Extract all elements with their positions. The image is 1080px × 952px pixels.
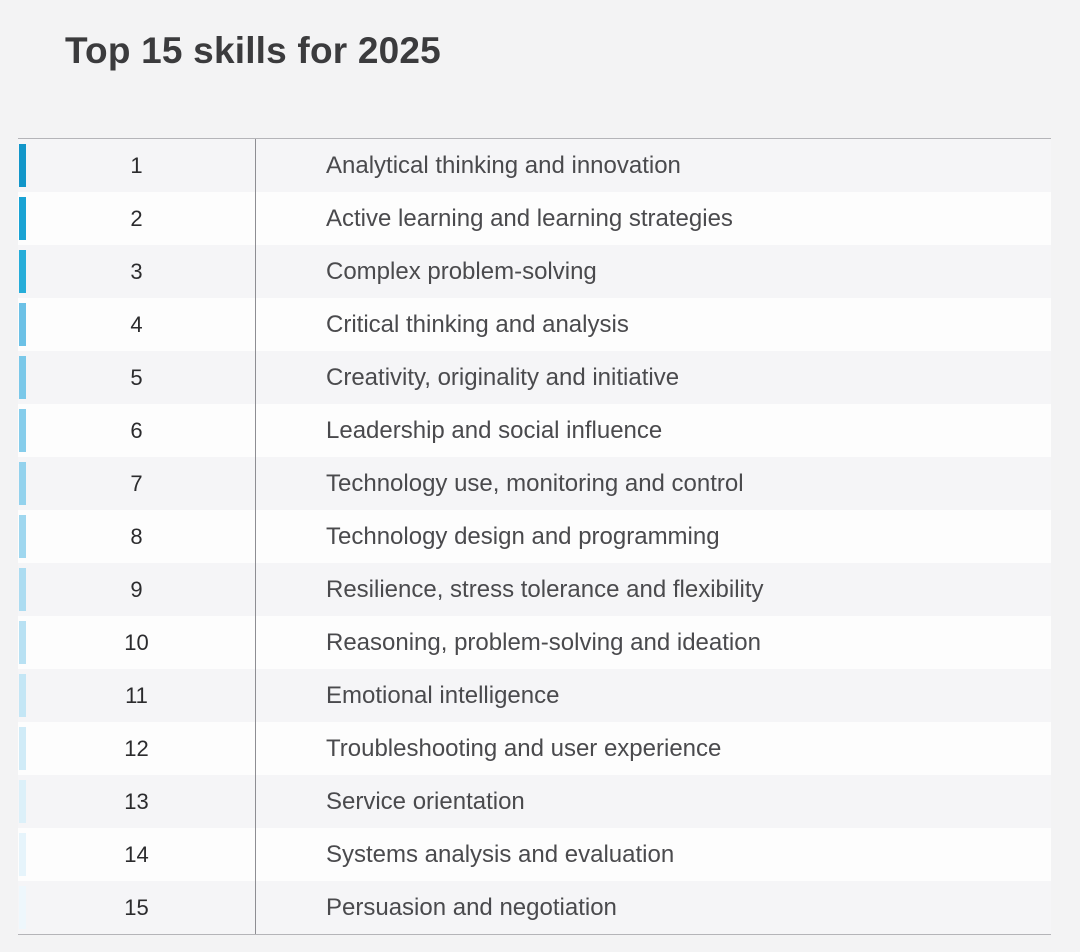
rank-color-bar [19, 409, 26, 452]
skill-name: Complex problem-solving [326, 257, 597, 285]
rank-color-bar [19, 144, 26, 187]
skill-name: Service orientation [326, 787, 525, 815]
rank-number: 1 [130, 152, 143, 178]
table-row: 12 Troubleshooting and user experience [18, 722, 1051, 775]
skill-name: Technology design and programming [326, 522, 720, 550]
column-divider [255, 669, 256, 722]
table-row: 9 Resilience, stress tolerance and flexi… [18, 563, 1051, 616]
rank-color-bar [19, 833, 26, 876]
skill-name: Systems analysis and evaluation [326, 840, 675, 868]
rank-color-bar [19, 780, 26, 823]
column-divider [255, 775, 256, 828]
rank-number: 4 [130, 311, 143, 337]
rank-number: 11 [125, 682, 148, 708]
table-row: 1 Analytical thinking and innovation [18, 139, 1051, 192]
rank-color-bar [19, 621, 26, 664]
rank-color-bar [19, 303, 26, 346]
rank-number: 5 [130, 364, 143, 390]
column-divider [255, 139, 256, 192]
column-divider [255, 510, 256, 563]
rank-color-bar [19, 250, 26, 293]
rank-number: 10 [124, 629, 149, 655]
skill-name: Analytical thinking and innovation [326, 151, 681, 179]
rank-number: 8 [130, 523, 143, 549]
table-row: 7 Technology use, monitoring and control [18, 457, 1051, 510]
table-row: 4 Critical thinking and analysis [18, 298, 1051, 351]
table-row: 14 Systems analysis and evaluation [18, 828, 1051, 881]
skill-name: Creativity, originality and initiative [326, 363, 680, 391]
rank-color-bar [19, 886, 26, 929]
column-divider [255, 616, 256, 669]
table-row: 5 Creativity, originality and initiative [18, 351, 1051, 404]
table-row: 6 Leadership and social influence [18, 404, 1051, 457]
column-divider [255, 298, 256, 351]
skill-name: Active learning and learning strategies [326, 204, 733, 232]
rank-number: 13 [124, 788, 149, 814]
skills-table: 1 Analytical thinking and innovation 2 A… [18, 138, 1051, 935]
table-row: 11 Emotional intelligence [18, 669, 1051, 722]
rank-color-bar [19, 356, 26, 399]
skill-name: Resilience, stress tolerance and flexibi… [326, 575, 764, 603]
table-row: 10 Reasoning, problem-solving and ideati… [18, 616, 1051, 669]
skill-name: Technology use, monitoring and control [326, 469, 744, 497]
rank-color-bar [19, 568, 26, 611]
rank-color-bar [19, 727, 26, 770]
skill-name: Critical thinking and analysis [326, 310, 629, 338]
column-divider [255, 563, 256, 616]
column-divider [255, 192, 256, 245]
page-title: Top 15 skills for 2025 [65, 30, 441, 71]
table-row: 2 Active learning and learning strategie… [18, 192, 1051, 245]
rank-number: 9 [130, 576, 143, 602]
rank-number: 14 [124, 841, 149, 867]
column-divider [255, 245, 256, 298]
table-row: 15 Persuasion and negotiation [18, 881, 1051, 934]
rank-color-bar [19, 515, 26, 558]
skill-name: Leadership and social influence [326, 416, 663, 444]
rank-color-bar [19, 197, 26, 240]
rank-number: 12 [124, 735, 149, 761]
table-row: 13 Service orientation [18, 775, 1051, 828]
skill-name: Troubleshooting and user experience [326, 734, 722, 762]
table-row: 8 Technology design and programming [18, 510, 1051, 563]
column-divider [255, 828, 256, 881]
skill-name: Reasoning, problem-solving and ideation [326, 628, 761, 656]
rank-number: 3 [130, 258, 143, 284]
skill-name: Persuasion and negotiation [326, 893, 617, 921]
rank-color-bar [19, 462, 26, 505]
rank-number: 6 [130, 417, 143, 443]
rank-number: 7 [130, 470, 143, 496]
skill-name: Emotional intelligence [326, 681, 560, 709]
table-row: 3 Complex problem-solving [18, 245, 1051, 298]
column-divider [255, 404, 256, 457]
rank-color-bar [19, 674, 26, 717]
column-divider [255, 351, 256, 404]
column-divider [255, 722, 256, 775]
column-divider [255, 881, 256, 934]
rank-number: 2 [130, 205, 143, 231]
column-divider [255, 457, 256, 510]
rank-number: 15 [124, 894, 149, 920]
